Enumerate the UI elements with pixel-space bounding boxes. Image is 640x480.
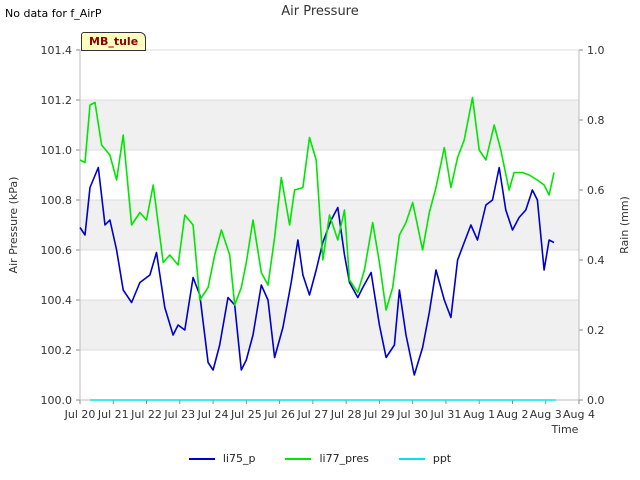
- x-tick-label: Aug 2: [496, 408, 528, 421]
- y2-tick-label: 0.2: [587, 324, 605, 337]
- legend: li75_p li77_pres ppt: [0, 452, 640, 465]
- chart-title: Air Pressure: [281, 4, 359, 19]
- no-data-notice: No data for f_AirP: [5, 7, 102, 20]
- x-tick-label: Jul 31: [430, 408, 462, 421]
- legend-swatch-li75-p: [188, 457, 215, 460]
- y-tick-label: 100.8: [41, 194, 73, 207]
- y2-tick-label: 0.0: [587, 394, 605, 407]
- y2-tick-label: 0.8: [587, 114, 605, 127]
- y-tick-label: 101.4: [41, 44, 73, 57]
- series-line-li75-p: [79, 166, 555, 376]
- y2-axis-label: Rain (mm): [618, 196, 631, 254]
- x-tick-label: Jul 23: [163, 408, 195, 421]
- band: [80, 100, 579, 150]
- y-tick-label: 100.6: [41, 244, 73, 257]
- legend-item-li77-pres: li77_pres: [285, 452, 369, 465]
- series-line-li77-pres: [79, 96, 555, 311]
- x-tick-label: Jul 20: [64, 408, 96, 421]
- y2-tick-label: 0.4: [587, 254, 605, 267]
- x-axis-label: Time: [551, 423, 579, 436]
- x-tick-label: Jul 26: [263, 408, 295, 421]
- legend-swatch-ppt: [398, 457, 425, 460]
- y2-tick-label: 1.0: [587, 44, 605, 57]
- legend-item-ppt: ppt: [398, 452, 452, 465]
- y-tick-label: 100.2: [41, 344, 73, 357]
- legend-label-li77-pres: li77_pres: [319, 452, 369, 465]
- y-tick-label: 100.0: [41, 394, 73, 407]
- x-tick-label: Aug 1: [463, 408, 495, 421]
- site-badge: MB_tule: [81, 32, 147, 51]
- legend-label-ppt: ppt: [432, 452, 452, 465]
- x-tick-label: Jul 25: [230, 408, 262, 421]
- x-tick-label: Jul 29: [363, 408, 395, 421]
- x-tick-label: Jul 24: [197, 408, 229, 421]
- x-tick-label: Jul 22: [130, 408, 162, 421]
- legend-item-li75-p: li75_p: [188, 452, 256, 465]
- x-tick-label: Aug 4: [563, 408, 595, 421]
- y-tick-label: 101.0: [41, 144, 73, 157]
- x-tick-label: Jul 21: [97, 408, 129, 421]
- y-tick-label: 100.4: [41, 294, 73, 307]
- x-tick-label: Jul 28: [330, 408, 362, 421]
- axes: 100.0 100.2 100.4 100.6 100.8 101.0 101.2 101.4…: [41, 44, 605, 421]
- x-tick-label: Aug 3: [530, 408, 562, 421]
- y-axis-label: Air Pressure (kPa): [7, 177, 20, 274]
- legend-swatch-li77-pres: [285, 457, 312, 460]
- series-lines: [79, 96, 556, 401]
- band: [80, 300, 579, 350]
- legend-label-li75-p: li75_p: [222, 452, 256, 465]
- x-tick-label: Jul 27: [296, 408, 328, 421]
- y2-tick-label: 0.6: [587, 184, 605, 197]
- y-tick-label: 101.2: [41, 94, 73, 107]
- x-tick-label: Jul 30: [396, 408, 428, 421]
